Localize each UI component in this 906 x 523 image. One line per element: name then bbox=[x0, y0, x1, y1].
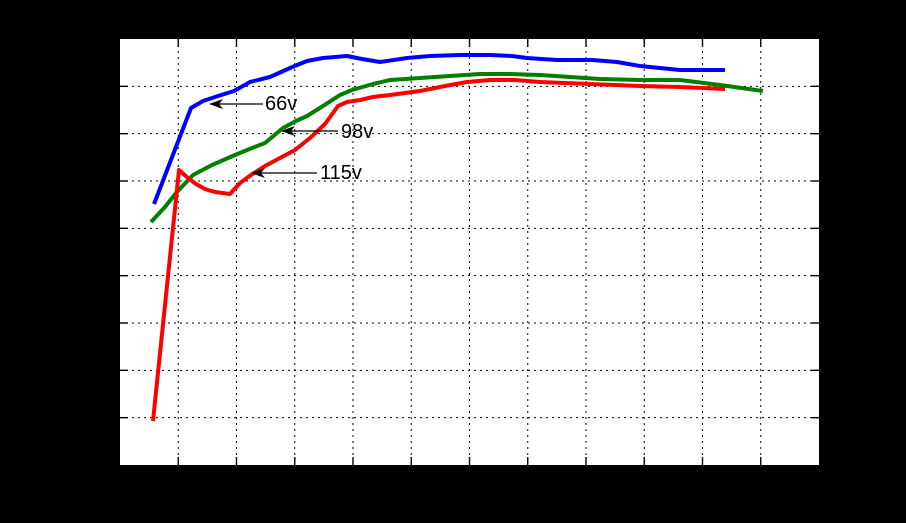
annotation-arrow-98v bbox=[281, 126, 338, 136]
annotation-label-98v: 98v bbox=[341, 121, 374, 143]
series-line-66v bbox=[152, 53, 725, 205]
arrowhead-icon bbox=[251, 168, 265, 178]
gridlines bbox=[120, 39, 819, 465]
series-line-115v bbox=[151, 78, 726, 422]
annotation-arrow-66v bbox=[209, 99, 263, 109]
chart bbox=[120, 39, 819, 465]
annotation-label-115v: 115v bbox=[320, 162, 362, 184]
annotation-arrow-115v bbox=[251, 168, 317, 178]
arrowhead-icon bbox=[281, 126, 295, 136]
series-line-98v bbox=[149, 72, 764, 224]
annotation-label-66v: 66v bbox=[265, 93, 298, 115]
arrowhead-icon bbox=[209, 99, 223, 109]
plot-area: 66v 98v 115v bbox=[118, 37, 821, 467]
tick-marks bbox=[120, 39, 819, 465]
